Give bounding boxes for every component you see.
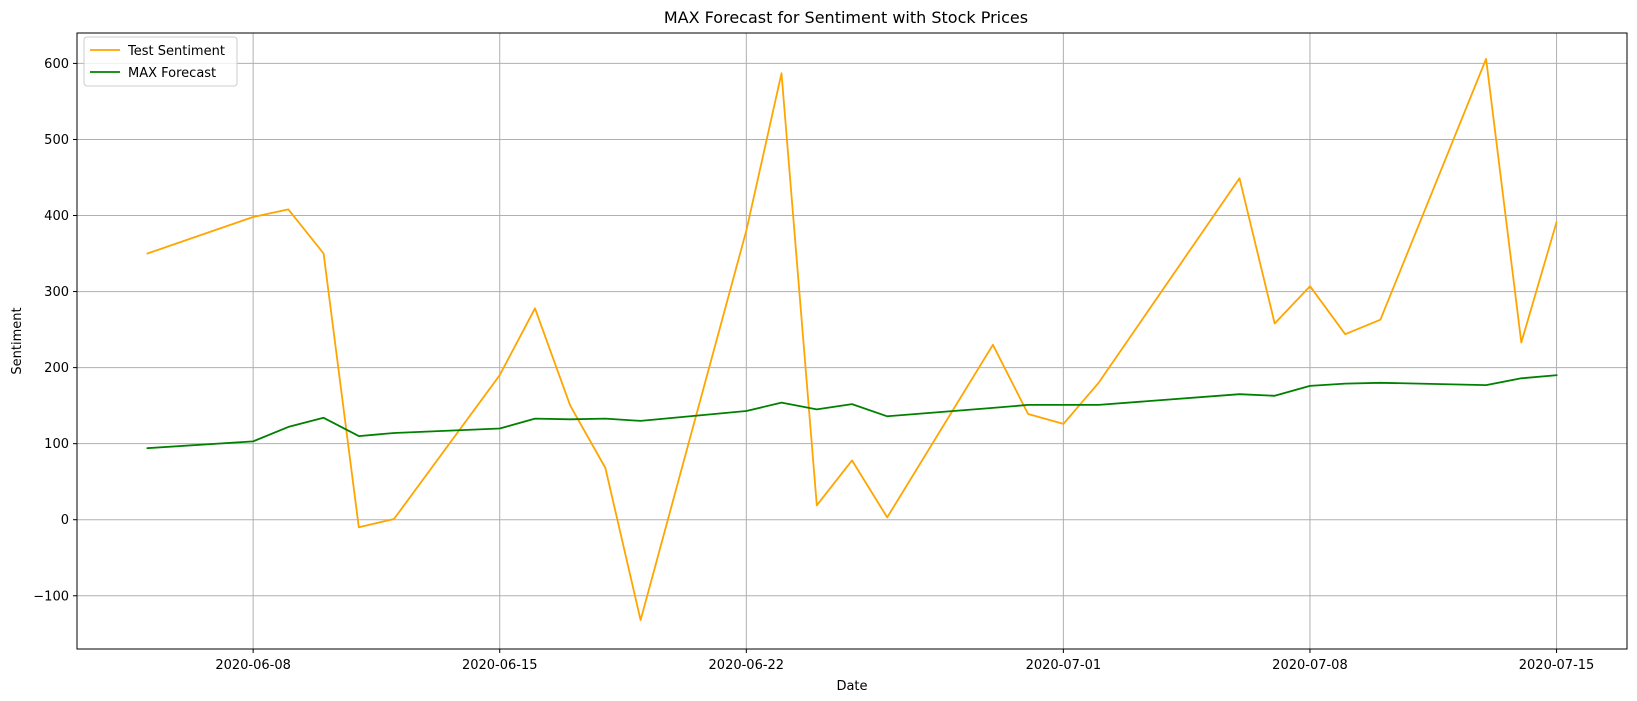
x-tick-label: 2020-07-01 xyxy=(1026,658,1102,673)
y-tick-label: 500 xyxy=(44,133,69,148)
grid-lines xyxy=(77,33,1627,649)
series-line-0 xyxy=(146,58,1558,621)
x-axis-ticks: 2020-06-08 2020-06-15 2020-06-22 2020-07-01… xyxy=(215,649,1594,673)
legend-box xyxy=(83,36,238,87)
legend: Test Sentiment MAX Forecast xyxy=(83,36,238,87)
y-tick-label: 0 xyxy=(61,513,69,528)
legend-label-0: Test Sentiment xyxy=(127,44,225,59)
series-layer xyxy=(146,58,1558,621)
series-line-1 xyxy=(146,374,1558,450)
y-tick-label: 600 xyxy=(44,57,69,72)
chart-title: MAX Forecast for Sentiment with Stock Pr… xyxy=(664,8,1028,27)
y-tick-label: 100 xyxy=(44,437,69,452)
y-tick-label: 200 xyxy=(44,361,69,376)
x-tick-label: 2020-06-08 xyxy=(215,658,291,673)
y-tick-label: 300 xyxy=(44,285,69,300)
x-tick-label: 2020-07-15 xyxy=(1519,658,1595,673)
y-tick-label: 400 xyxy=(44,209,69,224)
y-axis-ticks: −100 0 100 200 300 400 500 600 xyxy=(33,57,77,604)
x-axis-label: Date xyxy=(836,679,867,694)
x-tick-label: 2020-07-08 xyxy=(1272,658,1348,673)
legend-label-1: MAX Forecast xyxy=(128,66,216,81)
y-tick-label: −100 xyxy=(33,589,69,604)
plot-area-frame xyxy=(76,32,1628,650)
y-axis-label: Sentiment xyxy=(10,307,25,374)
x-tick-label: 2020-06-15 xyxy=(462,658,538,673)
x-tick-label: 2020-06-22 xyxy=(709,658,785,673)
